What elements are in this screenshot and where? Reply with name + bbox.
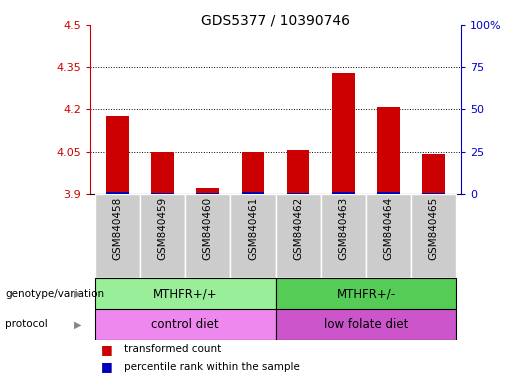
Bar [151,192,174,194]
Text: GSM840460: GSM840460 [203,197,213,260]
Bar [287,192,310,194]
Text: GSM840462: GSM840462 [293,197,303,260]
Bar [196,188,219,194]
Bar [321,194,366,278]
Bar [230,194,276,278]
Bar [151,152,174,194]
Text: ■: ■ [100,343,112,356]
Text: genotype/variation: genotype/variation [5,289,104,299]
Text: protocol: protocol [5,319,48,329]
Text: MTHFR+/-: MTHFR+/- [336,287,396,300]
Text: GSM840461: GSM840461 [248,197,258,260]
Text: transformed count: transformed count [124,344,221,354]
Bar [95,194,140,278]
Text: percentile rank within the sample: percentile rank within the sample [124,362,300,372]
Text: low folate diet: low folate diet [324,318,408,331]
Bar [377,192,400,194]
Bar [196,192,219,194]
Text: GSM840464: GSM840464 [384,197,393,260]
Bar [422,192,445,194]
Text: GSM840458: GSM840458 [112,197,122,260]
Bar [366,194,411,278]
Text: GDS5377 / 10390746: GDS5377 / 10390746 [201,13,350,27]
Bar [422,154,445,194]
Text: ▶: ▶ [74,289,81,299]
Bar [95,278,276,309]
Bar [106,116,129,194]
Bar [411,194,456,278]
Bar [276,278,456,309]
Text: GSM840459: GSM840459 [158,197,167,260]
Bar [106,192,129,194]
Text: MTHFR+/+: MTHFR+/+ [153,287,217,300]
Bar [332,192,355,194]
Bar [332,73,355,194]
Bar [242,192,264,194]
Text: GSM840465: GSM840465 [429,197,439,260]
Text: ▶: ▶ [74,319,81,329]
Bar [185,194,230,278]
Bar [276,194,321,278]
Text: control diet: control diet [151,318,219,331]
Bar [276,309,456,340]
Bar [242,152,264,194]
Text: ■: ■ [100,360,112,373]
Text: GSM840463: GSM840463 [338,197,348,260]
Bar [140,194,185,278]
Bar [95,309,276,340]
Bar [287,150,310,194]
Bar [377,107,400,194]
